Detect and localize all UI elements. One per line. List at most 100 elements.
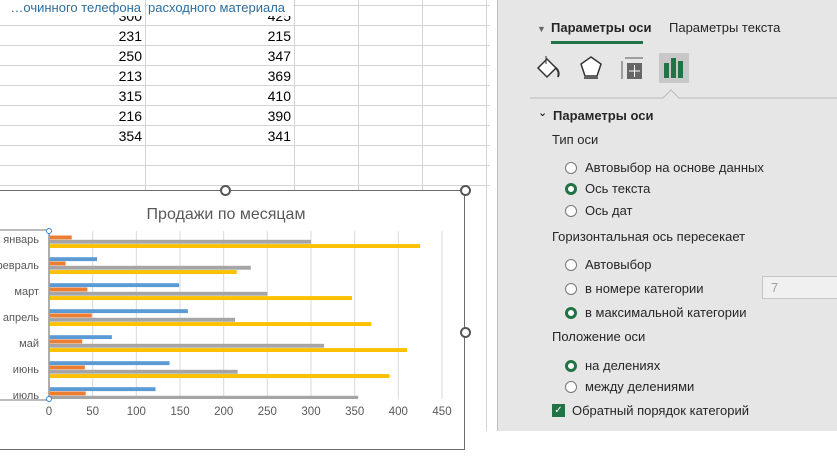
bar-февраль[interactable] (49, 261, 66, 266)
axis-handle[interactable] (46, 228, 52, 234)
chart-area[interactable]: Продажи по месяцам 0 50 100 150 200 250 300 350 4… (0, 190, 465, 450)
axis-type-label: Тип оси (552, 132, 599, 147)
cell[interactable]: 347 (267, 48, 291, 64)
x-tick-label: 50 (86, 406, 99, 418)
effects-pentagon-icon[interactable] (578, 54, 604, 82)
category-label: апрель (3, 312, 39, 324)
bar-июль[interactable] (49, 391, 86, 396)
x-tick-label: 100 (127, 406, 146, 418)
bar-май[interactable] (49, 339, 83, 344)
resize-handle-top-right[interactable] (460, 185, 471, 196)
cell[interactable]: 410 (267, 88, 291, 104)
radio-label: Автовыбор на основе данных (585, 160, 764, 175)
category-number-input[interactable]: 7 (762, 276, 837, 299)
category-label: февраль (0, 260, 39, 272)
cell[interactable]: 231 (118, 28, 142, 44)
x-tick-label: 300 (301, 406, 320, 418)
radio-option[interactable]: Ось текста (565, 181, 650, 196)
tab-text-options[interactable]: Параметры текста (669, 20, 781, 35)
bar-апрель[interactable] (49, 313, 92, 318)
bar-май[interactable] (49, 348, 408, 352)
radio-option[interactable]: Ось дат (565, 203, 632, 218)
chevron-down-icon[interactable]: ⌄ (538, 107, 548, 119)
cell[interactable]: 315 (118, 88, 142, 104)
radio-unchecked-icon (565, 282, 577, 295)
bar-июль[interactable] (49, 387, 156, 392)
bar-март[interactable] (49, 283, 180, 288)
bar-январь[interactable] (49, 239, 311, 244)
bar-апрель[interactable] (49, 317, 236, 322)
row-divider (0, 145, 490, 146)
row-divider (0, 185, 490, 186)
row-divider (0, 105, 490, 106)
bar-июнь[interactable] (49, 365, 85, 370)
bar-май[interactable] (49, 343, 325, 348)
bar-февраль[interactable] (49, 270, 237, 274)
cell[interactable]: 216 (118, 108, 142, 124)
bar-февраль[interactable] (49, 257, 98, 262)
x-tick-label: 350 (345, 406, 364, 418)
column-header-b[interactable]: …очинного телефона (0, 0, 144, 16)
cell[interactable]: 341 (267, 128, 291, 144)
section-title[interactable]: Параметры оси (553, 108, 654, 123)
collapse-triangle-icon[interactable]: ▼ (537, 24, 546, 34)
bar-март[interactable] (49, 287, 88, 292)
radio-label: между делениями (585, 379, 695, 394)
column-header-c[interactable]: расходного материала (148, 0, 293, 16)
cell[interactable]: 354 (118, 128, 142, 144)
x-tick-label: 400 (389, 406, 408, 418)
pane-divider (530, 89, 837, 99)
bar-апрель[interactable] (49, 322, 372, 326)
bar-июнь[interactable] (49, 361, 170, 366)
position-label: Положение оси (552, 329, 646, 344)
resize-handle-right[interactable] (460, 327, 471, 338)
cell[interactable]: 390 (267, 108, 291, 124)
row-divider (0, 125, 490, 126)
cell[interactable]: 213 (118, 68, 142, 84)
x-tick-label: 250 (258, 406, 277, 418)
bar-chart: Продажи по месяцам 0 50 100 150 200 250 300 350 4… (0, 206, 452, 418)
bar-май[interactable] (49, 335, 112, 340)
radio-unchecked-icon (565, 161, 577, 174)
bar-chart-icon (664, 58, 683, 78)
fill-line-icon[interactable] (534, 54, 564, 82)
radio-option[interactable]: в номере категории (565, 281, 704, 296)
bar-март[interactable] (49, 291, 268, 296)
category-label: май (19, 338, 39, 350)
radio-unchecked-icon (565, 204, 577, 217)
bar-январь[interactable] (49, 244, 421, 248)
radio-checked-icon (565, 359, 577, 372)
bar-июль[interactable] (49, 400, 347, 404)
bar-июнь[interactable] (49, 374, 390, 378)
cell[interactable]: 369 (267, 68, 291, 84)
radio-option[interactable]: Автовыбор на основе данных (565, 160, 764, 175)
radio-label: Автовыбор (585, 257, 652, 272)
chart-title[interactable]: Продажи по месяцам (147, 206, 306, 223)
cell[interactable]: 250 (118, 48, 142, 64)
bar-июль[interactable] (49, 395, 359, 400)
row-divider (0, 165, 490, 166)
category-label: июнь (13, 364, 39, 376)
category-label: январь (3, 234, 39, 246)
radio-option[interactable]: между делениями (565, 379, 694, 394)
bar-июнь[interactable] (49, 369, 238, 374)
radio-option[interactable]: на делениях (565, 358, 660, 373)
size-properties-icon[interactable] (619, 55, 645, 81)
axis-options-icon-button[interactable] (659, 53, 689, 83)
bar-апрель[interactable] (49, 309, 188, 314)
radio-label: в номере категории (585, 281, 704, 296)
bar-март[interactable] (49, 296, 353, 300)
radio-option[interactable]: в максимальной категории (565, 305, 746, 320)
cross-label: Горизонтальная ось пересекает (552, 229, 746, 244)
reverse-order-checkbox[interactable]: ✓ Обратный порядок категорий (552, 403, 749, 418)
axis-handle[interactable] (46, 396, 52, 402)
radio-option[interactable]: Автовыбор (565, 257, 652, 272)
bar-январь[interactable] (49, 235, 72, 240)
cell[interactable]: 215 (267, 28, 291, 44)
category-label: июль (13, 390, 40, 402)
radio-checked-icon (565, 306, 577, 319)
resize-handle-top[interactable] (220, 185, 231, 196)
row-divider (0, 25, 490, 26)
bar-февраль[interactable] (49, 265, 251, 270)
tab-axis-options[interactable]: Параметры оси (551, 20, 652, 35)
